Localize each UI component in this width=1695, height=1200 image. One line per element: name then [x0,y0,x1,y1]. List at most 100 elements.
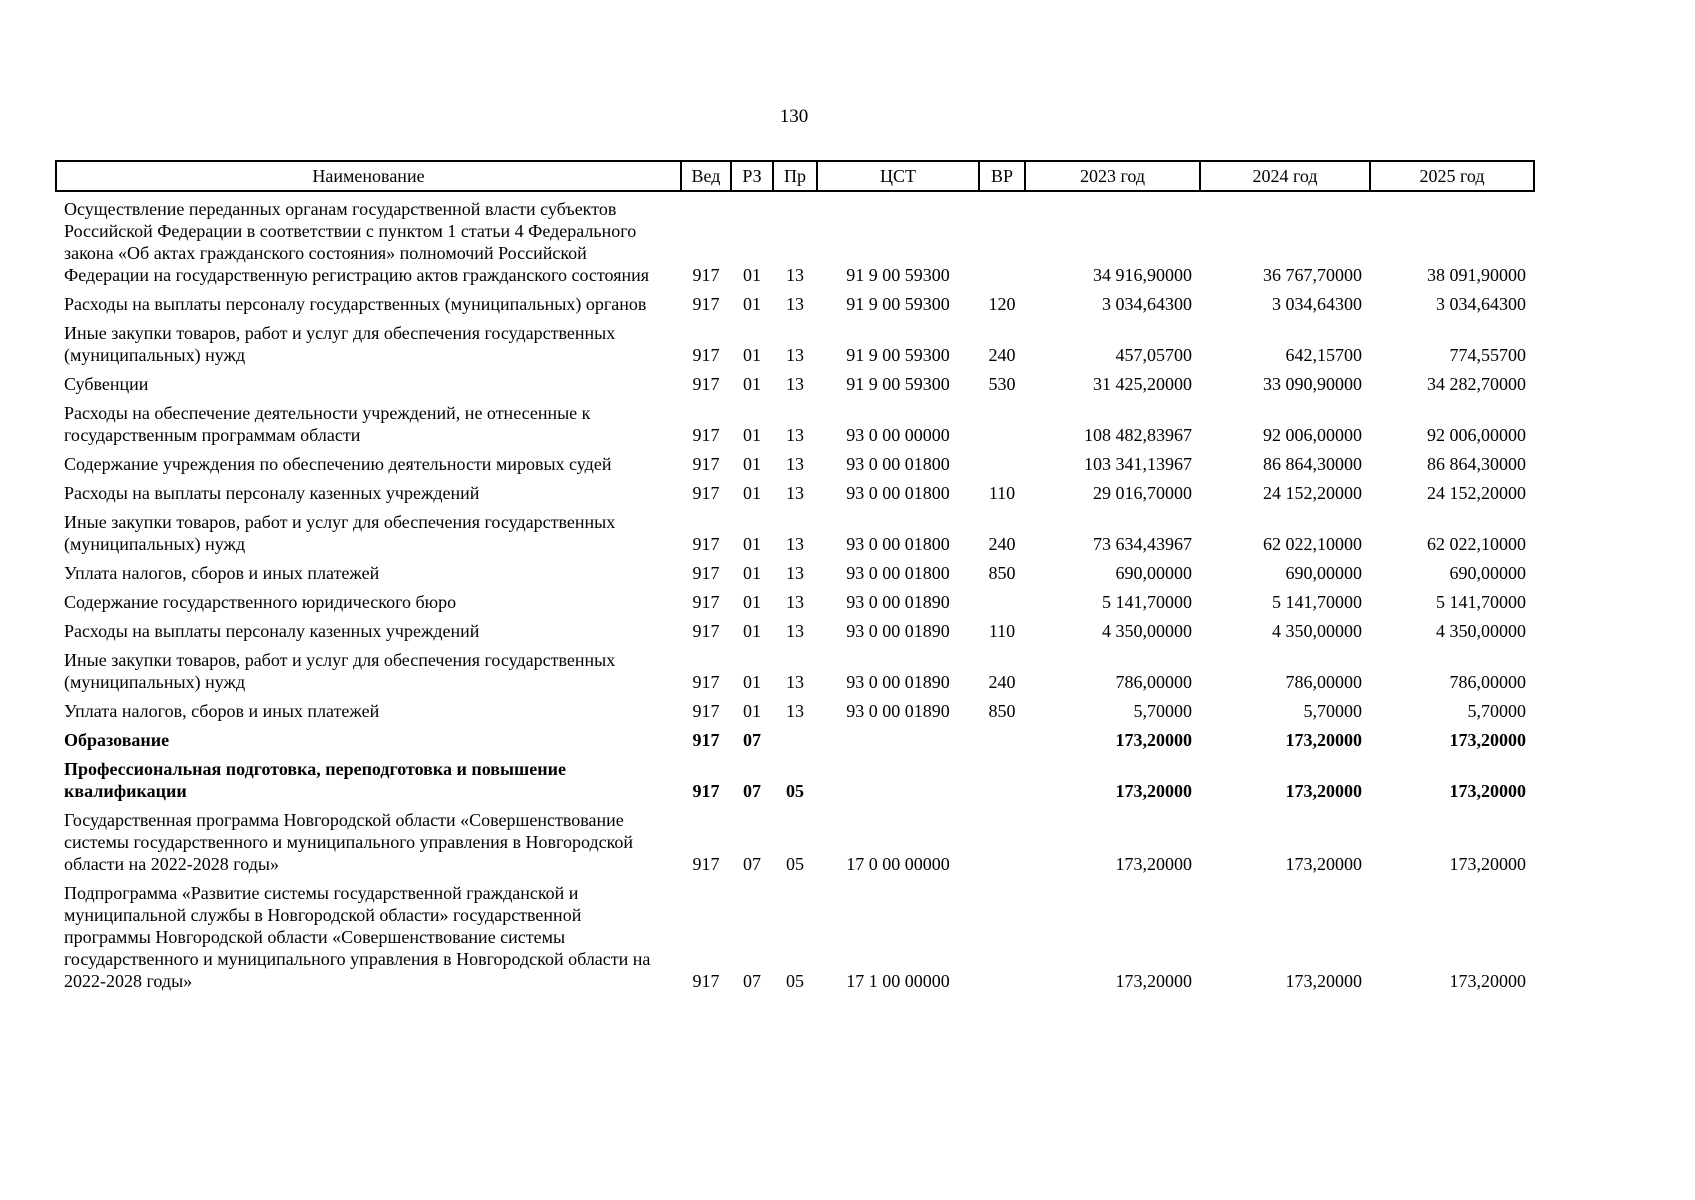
cell-name: Субвенции [64,374,149,394]
cell-cst: 91 9 00 59300 [846,345,950,365]
cell-pr: 05 [786,971,804,991]
cell-vr: 530 [988,374,1016,394]
cell-rz: 07 [743,971,761,991]
cell-y2024: 36 767,70000 [1263,265,1362,285]
cell-y2025: 173,20000 [1449,854,1527,874]
cell-y2025: 24 152,20000 [1427,483,1526,503]
cell-rz: 07 [743,854,761,874]
cell-rz: 01 [743,701,761,721]
cell-ved: 917 [692,621,720,641]
cell-y2024: 5 141,70000 [1272,592,1362,612]
cell-vr [979,723,1025,752]
cell-vr: 240 [988,345,1016,365]
cell-ved: 917 [692,701,720,721]
table-row: Уплата налогов, сборов и иных платежей 91… [56,556,1534,585]
cell-name: Уплата налогов, сборов и иных платежей [64,701,380,721]
cell-vr [979,803,1025,876]
cell-name: Иные закупки товаров, работ и услуг для … [64,650,616,692]
cell-y2024: 86 864,30000 [1263,454,1362,474]
cell-cst: 93 0 00 01890 [846,701,950,721]
cell-pr: 13 [786,425,804,445]
cell-name: Подпрограмма «Развитие системы государст… [64,883,651,991]
cell-y2024: 642,15700 [1285,345,1363,365]
cell-name: Профессиональная подготовка, переподгото… [64,759,566,801]
table-row: Расходы на выплаты персоналу казенных уч… [56,476,1534,505]
cell-y2024: 62 022,10000 [1263,534,1362,554]
table-row: Расходы на выплаты персоналу казенных уч… [56,614,1534,643]
cell-y2023: 173,20000 [1115,854,1193,874]
cell-pr: 13 [786,265,804,285]
cell-y2023: 3 034,64300 [1102,294,1192,314]
cell-y2023: 4 350,00000 [1102,621,1192,641]
cell-pr: 13 [786,621,804,641]
cell-y2023: 457,05700 [1115,345,1193,365]
cell-cst [817,723,979,752]
cell-y2024: 173,20000 [1285,730,1363,750]
page-number: 130 [779,106,809,127]
cell-y2024: 173,20000 [1285,854,1363,874]
cell-cst: 91 9 00 59300 [846,374,950,394]
cell-cst: 93 0 00 01890 [846,592,950,612]
table-row: Уплата налогов, сборов и иных платежей 91… [56,694,1534,723]
cell-vr: 110 [988,483,1016,503]
cell-pr: 13 [786,563,804,583]
column-header-y2023: 2023 год [1024,160,1201,192]
cell-rz: 01 [743,672,761,692]
cell-vr: 240 [988,534,1016,554]
table-row: Содержание государственного юридического… [56,585,1534,614]
cell-y2024: 3 034,64300 [1272,294,1362,314]
cell-ved: 917 [692,483,720,503]
cell-pr [773,723,817,752]
cell-y2024: 690,00000 [1285,563,1363,583]
table-row: Содержание учреждения по обеспечению дея… [56,447,1534,476]
cell-name: Уплата налогов, сборов и иных платежей [64,563,380,583]
cell-y2023: 31 425,20000 [1093,374,1192,394]
cell-cst: 17 1 00 00000 [846,971,950,991]
cell-ved: 917 [692,425,720,445]
table-row: Осуществление переданных органам государ… [56,191,1534,287]
cell-rz: 01 [743,534,761,554]
cell-y2023: 690,00000 [1115,563,1193,583]
column-header-y2025: 2025 год [1369,160,1535,192]
cell-ved: 917 [692,534,720,554]
cell-name: Содержание государственного юридического… [64,592,457,612]
cell-y2025: 173,20000 [1449,781,1527,801]
cell-y2024: 33 090,90000 [1263,374,1362,394]
cell-y2023: 173,20000 [1115,781,1193,801]
cell-pr: 05 [786,781,804,801]
table-row: Иные закупки товаров, работ и услуг для … [56,643,1534,694]
cell-rz: 01 [743,294,761,314]
cell-ved: 917 [692,265,720,285]
cell-y2024: 4 350,00000 [1272,621,1362,641]
cell-rz: 07 [743,781,761,801]
cell-cst: 93 0 00 00000 [846,425,950,445]
cell-pr: 13 [786,483,804,503]
cell-cst: 93 0 00 01800 [846,563,950,583]
table-row: Иные закупки товаров, работ и услуг для … [56,316,1534,367]
cell-name: Расходы на обеспечение деятельности учре… [64,403,591,445]
cell-ved: 917 [692,592,720,612]
cell-y2023: 173,20000 [1115,730,1193,750]
cell-rz: 01 [743,265,761,285]
cell-pr: 13 [786,534,804,554]
cell-y2025: 62 022,10000 [1427,534,1526,554]
cell-pr: 13 [786,294,804,314]
cell-y2025: 690,00000 [1449,563,1527,583]
cell-rz: 07 [743,730,761,750]
table-header: Наименование Вед РЗ Пр ЦСТ ВР 2023 год 2024 год… [55,160,1535,192]
cell-y2025: 4 350,00000 [1436,621,1526,641]
cell-vr [979,752,1025,803]
table-header-row: Наименование Вед РЗ Пр ЦСТ ВР 2023 год 2024 год… [55,160,1535,192]
cell-y2025: 86 864,30000 [1427,454,1526,474]
cell-name: Иные закупки товаров, работ и услуг для … [64,323,616,365]
cell-ved: 917 [692,854,720,874]
cell-cst: 93 0 00 01800 [846,454,950,474]
cell-name: Содержание учреждения по обеспечению дея… [64,454,612,474]
cell-name: Иные закупки товаров, работ и услуг для … [64,512,616,554]
cell-vr [979,585,1025,614]
cell-ved: 917 [692,345,720,365]
cell-y2023: 103 341,13967 [1084,454,1192,474]
cell-cst: 93 0 00 01890 [846,672,950,692]
cell-vr: 110 [988,621,1016,641]
cell-y2025: 92 006,00000 [1427,425,1526,445]
